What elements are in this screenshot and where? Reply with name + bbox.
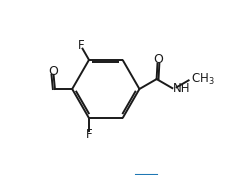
- Text: O: O: [48, 65, 57, 78]
- Text: NH: NH: [172, 82, 190, 96]
- Text: CH$_3$: CH$_3$: [190, 71, 214, 87]
- Text: F: F: [78, 39, 84, 52]
- Text: O: O: [153, 53, 163, 66]
- Text: F: F: [85, 128, 92, 141]
